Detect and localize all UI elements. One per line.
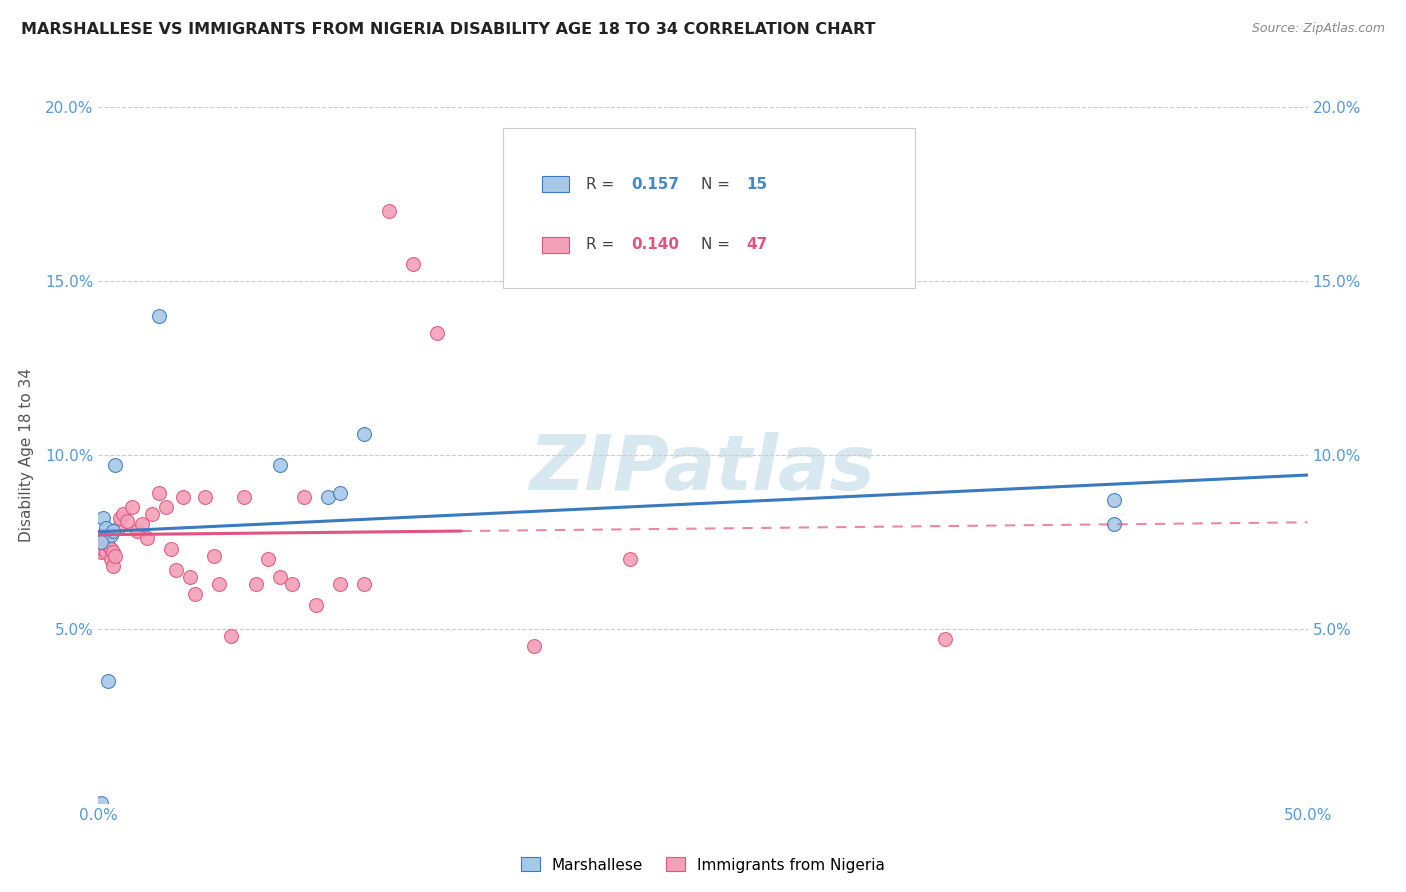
Point [232, 490, 254, 504]
Point [135, 532, 157, 546]
Text: R =: R = [586, 237, 619, 252]
Text: 15: 15 [747, 177, 768, 192]
Text: N =: N = [700, 237, 734, 252]
Point [104, 549, 127, 563]
Text: N =: N = [700, 177, 734, 192]
Point [104, 458, 127, 473]
Point [90, 534, 112, 549]
Point [100, 541, 122, 556]
Point [91, 510, 114, 524]
Point [329, 486, 352, 500]
Point [245, 576, 267, 591]
Point [402, 256, 425, 270]
Point [94, 532, 117, 546]
Point [523, 639, 546, 653]
Point [100, 552, 122, 566]
Point [329, 576, 352, 591]
Point [117, 514, 139, 528]
Point [281, 576, 304, 591]
FancyBboxPatch shape [543, 177, 569, 192]
Text: ZIPatlas: ZIPatlas [530, 432, 876, 506]
Point [377, 204, 399, 219]
Point [1102, 517, 1125, 532]
Point [148, 486, 170, 500]
Point [172, 490, 194, 504]
Point [208, 576, 231, 591]
Point [160, 541, 183, 556]
Point [127, 524, 149, 539]
Point [101, 545, 124, 559]
Text: Source: ZipAtlas.com: Source: ZipAtlas.com [1251, 22, 1385, 36]
Point [101, 524, 124, 539]
Point [269, 458, 291, 473]
Point [90, 796, 112, 810]
Point [100, 528, 122, 542]
Legend: Marshallese, Immigrants from Nigeria: Marshallese, Immigrants from Nigeria [515, 851, 891, 879]
Point [94, 545, 117, 559]
Point [934, 632, 956, 647]
Text: MARSHALLESE VS IMMIGRANTS FROM NIGERIA DISABILITY AGE 18 TO 34 CORRELATION CHART: MARSHALLESE VS IMMIGRANTS FROM NIGERIA D… [21, 22, 876, 37]
Point [184, 587, 207, 601]
Point [111, 507, 134, 521]
Point [121, 500, 143, 514]
Point [353, 427, 375, 442]
FancyBboxPatch shape [503, 128, 915, 288]
Point [90, 534, 112, 549]
Text: 0.157: 0.157 [631, 177, 679, 192]
Point [91, 541, 114, 556]
Y-axis label: Disability Age 18 to 34: Disability Age 18 to 34 [20, 368, 34, 542]
FancyBboxPatch shape [543, 237, 569, 252]
Point [90, 545, 112, 559]
Point [305, 598, 328, 612]
Point [204, 549, 226, 563]
Point [1102, 493, 1125, 508]
Point [141, 507, 163, 521]
Point [256, 552, 278, 566]
Text: R =: R = [586, 177, 619, 192]
Point [101, 559, 124, 574]
Point [108, 510, 131, 524]
Point [94, 521, 117, 535]
Point [97, 674, 120, 689]
Point [426, 326, 449, 340]
Point [148, 309, 170, 323]
Point [155, 500, 177, 514]
Point [292, 490, 315, 504]
Point [316, 490, 339, 504]
Text: 0.140: 0.140 [631, 237, 679, 252]
Point [91, 528, 114, 542]
Point [619, 552, 641, 566]
Point [165, 563, 187, 577]
Point [221, 629, 243, 643]
Point [269, 570, 291, 584]
Point [179, 570, 201, 584]
Point [194, 490, 217, 504]
Point [97, 538, 120, 552]
Point [131, 517, 153, 532]
Point [107, 521, 129, 535]
Point [353, 576, 375, 591]
Text: 47: 47 [747, 237, 768, 252]
